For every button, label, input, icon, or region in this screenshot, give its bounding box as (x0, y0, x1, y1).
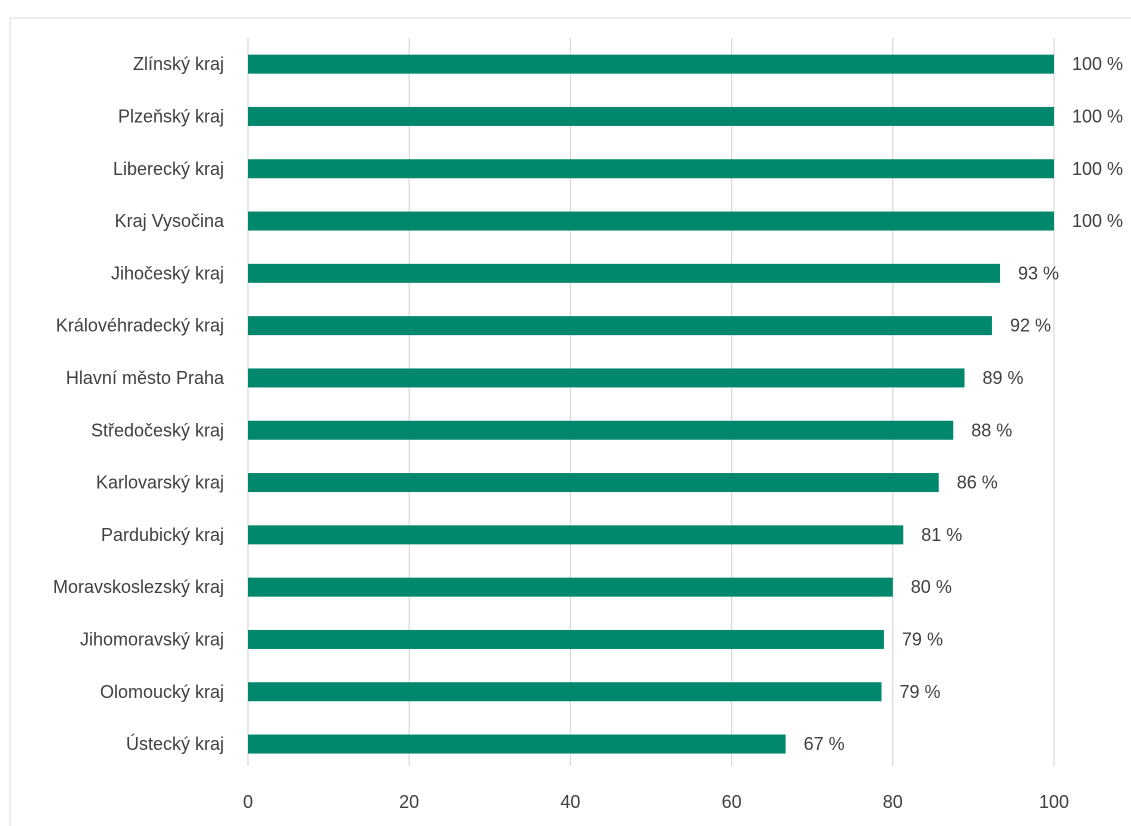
value-label-6: 89 % (983, 368, 1024, 388)
category-label-11: Jihomoravský kraj (80, 629, 224, 649)
bar-4 (248, 263, 1000, 283)
chart-frame (9, 17, 1131, 826)
category-label-5: Královéhradecký kraj (56, 316, 224, 336)
value-label-3: 100 % (1072, 211, 1123, 231)
bar-1 (248, 106, 1054, 126)
category-label-10: Moravskoslezský kraj (53, 577, 224, 597)
category-label-13: Ústecký kraj (126, 733, 224, 754)
bar-7 (248, 420, 954, 440)
value-label-12: 79 % (900, 682, 941, 702)
value-label-0: 100 % (1072, 54, 1123, 74)
bar-2 (248, 159, 1054, 179)
value-label-13: 67 % (804, 734, 845, 754)
bar-5 (248, 316, 992, 336)
bar-8 (248, 473, 939, 493)
category-label-3: Kraj Vysočina (115, 211, 225, 231)
bar-13 (248, 734, 786, 754)
bar-11 (248, 629, 884, 649)
bar-12 (248, 682, 882, 702)
value-label-11: 79 % (902, 629, 943, 649)
labels: 0 20 40 60 80 100 Zlínský kraj 100 % Plzeňský kr… (53, 54, 1123, 812)
value-label-8: 86 % (957, 473, 998, 493)
value-label-10: 80 % (911, 577, 952, 597)
x-tick-label-20: 20 (399, 792, 419, 812)
category-label-0: Zlínský kraj (133, 54, 224, 74)
category-label-1: Plzeňský kraj (118, 106, 224, 126)
x-tick-label-40: 40 (560, 792, 580, 812)
value-label-7: 88 % (971, 420, 1012, 440)
bar-9 (248, 525, 904, 545)
grid-lines (247, 38, 1055, 766)
category-label-9: Pardubický kraj (101, 525, 224, 545)
x-tick-label-0: 0 (243, 792, 253, 812)
value-label-2: 100 % (1072, 159, 1123, 179)
bars (248, 54, 1054, 754)
category-label-7: Středočeský kraj (91, 420, 224, 440)
value-label-9: 81 % (921, 525, 962, 545)
x-tick-label-100: 100 (1039, 792, 1069, 812)
category-label-8: Karlovarský kraj (96, 473, 224, 493)
category-label-2: Liberecký kraj (113, 159, 224, 179)
value-label-4: 93 % (1018, 263, 1059, 283)
category-label-4: Jihočeský kraj (111, 263, 224, 283)
category-label-6: Hlavní město Praha (66, 368, 225, 388)
x-tick-label-60: 60 (722, 792, 742, 812)
value-label-5: 92 % (1010, 316, 1051, 336)
value-label-1: 100 % (1072, 106, 1123, 126)
x-tick-label-80: 80 (883, 792, 903, 812)
bar-0 (248, 54, 1054, 74)
bar-3 (248, 211, 1054, 231)
bar-6 (248, 368, 965, 388)
category-label-12: Olomoucký kraj (100, 682, 224, 702)
bar-10 (248, 577, 893, 597)
